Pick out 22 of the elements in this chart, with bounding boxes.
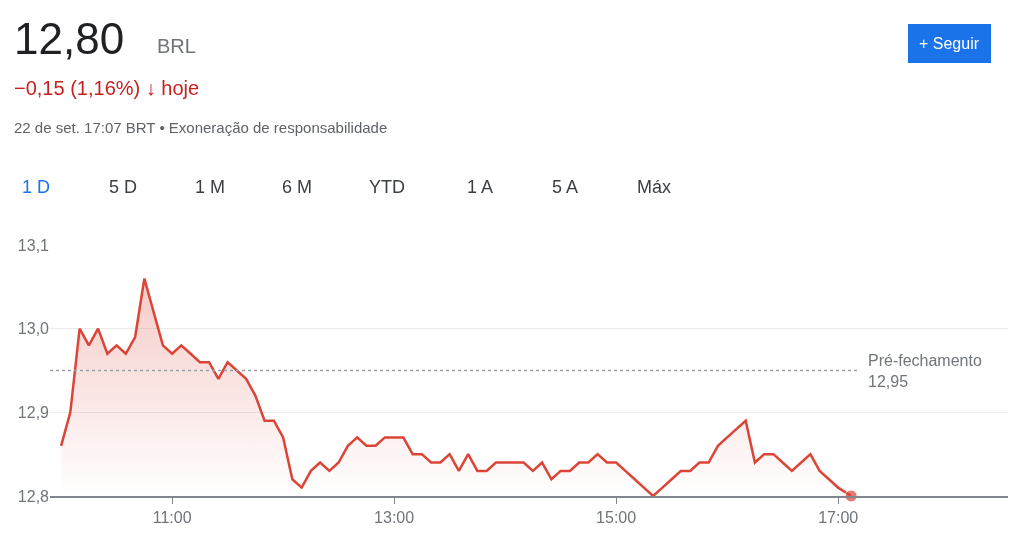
y-tick-label: 12,9 <box>17 403 50 421</box>
text: BRL <box>157 35 196 57</box>
text: + Seguir <box>919 35 980 52</box>
text: −0,15 (1,16%) ↓ hoje <box>14 77 200 99</box>
x-tick-label: 11:00 <box>152 508 192 526</box>
text: 22 de set. 17:07 BRT • Exoneração de responsabilidade <box>14 119 388 136</box>
text: YTD <box>369 177 405 197</box>
text: 1 D <box>22 177 51 197</box>
y-tick-label: 12,8 <box>17 487 50 505</box>
y-tick-label: 13,1 <box>17 236 50 254</box>
text: Máx <box>637 177 672 197</box>
y-tick-label: 13,0 <box>17 320 50 338</box>
text: 12,80 <box>14 14 125 63</box>
x-tick-label: 15:00 <box>596 508 637 526</box>
text: 6 M <box>282 177 313 197</box>
text: 5 D <box>109 177 138 197</box>
text: 1 A <box>467 177 494 197</box>
text: 1 M <box>195 177 226 197</box>
x-tick-label: 17:00 <box>818 508 859 526</box>
text: 5 A <box>552 177 579 197</box>
x-tick-label: 13:00 <box>374 508 415 526</box>
ref-line-label: Pré-fechamento 12,95 <box>868 352 982 390</box>
